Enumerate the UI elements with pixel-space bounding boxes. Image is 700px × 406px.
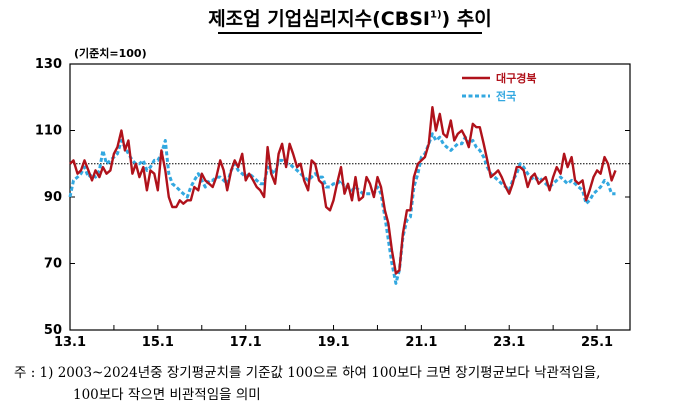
x-tick-label-15.1: 15.1 (142, 335, 174, 350)
legend-label-1: 전국 (496, 89, 516, 103)
y-tick-label-50: 50 (44, 323, 62, 338)
y-unit-label: (기준치=100) (74, 46, 147, 60)
legend-label-0: 대구경북 (496, 71, 536, 85)
x-tick-label-25.1: 25.1 (581, 335, 613, 350)
x-tick-label-21.1: 21.1 (405, 335, 437, 350)
x-tick-label-19.1: 19.1 (317, 335, 349, 350)
chart-title-main: 제조업 기업심리지수(CBSI (208, 8, 430, 30)
chart-title: 제조업 기업심리지수(CBSI1)) 추이 (0, 4, 700, 31)
y-tick-label-90: 90 (44, 190, 62, 205)
title-underline (218, 32, 482, 34)
chart-title-superscript: 1) (430, 9, 442, 21)
line-chart: (기준치=100) 50 70 90 110 130 13.1 15.1 17.1 19.1 21.… (35, 46, 631, 350)
y-tick-label-110: 110 (35, 124, 62, 139)
chart-title-close: ) 추이 (441, 8, 492, 30)
footnote-line-2: 100보다 작으면 비관적임을 의미 (73, 387, 261, 403)
x-tick-label-17.1: 17.1 (230, 335, 262, 350)
y-tick-label-130: 130 (35, 57, 62, 72)
x-tick-label-13.1: 13.1 (54, 335, 86, 350)
series-line-0 (69, 106, 617, 275)
x-tick-label-23.1: 23.1 (493, 335, 525, 350)
series-line-1 (68, 132, 616, 285)
footnote-line-1: 주 : 1) 2003~2024년중 장기평균치를 기준값 100으로 하여 1… (14, 365, 601, 381)
y-tick-label-70: 70 (44, 257, 62, 272)
